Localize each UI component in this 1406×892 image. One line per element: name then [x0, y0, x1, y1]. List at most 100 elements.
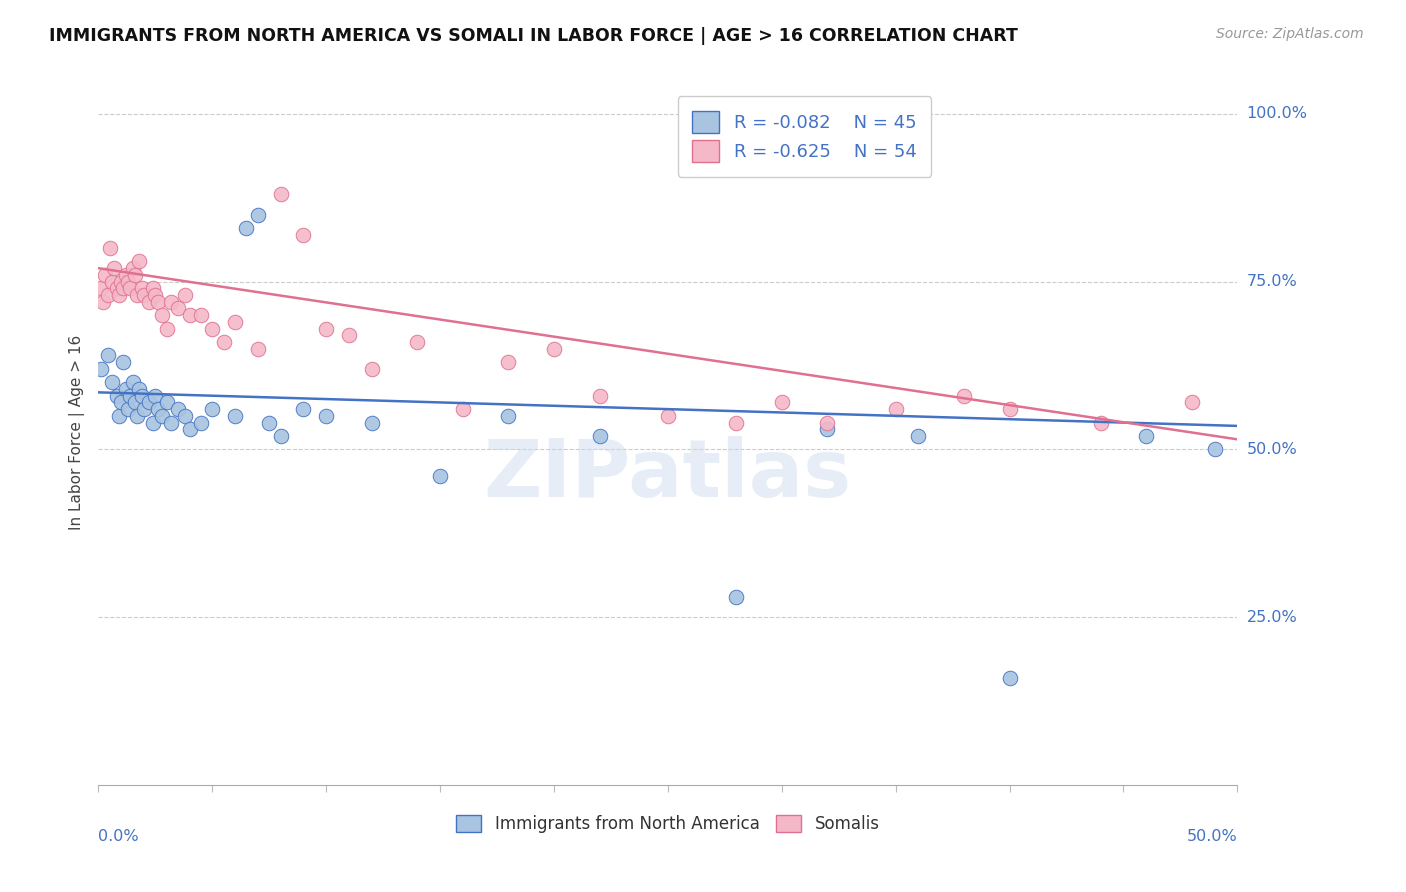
Point	[132, 288, 155, 302]
Point	[174, 409, 197, 423]
Point	[884, 402, 907, 417]
Point	[498, 409, 520, 423]
Point	[360, 362, 382, 376]
Point	[101, 275, 124, 289]
Point	[201, 402, 224, 417]
Text: IMMIGRANTS FROM NORTH AMERICA VS SOMALI IN LABOR FORCE | AGE > 16 CORRELATION CH: IMMIGRANTS FROM NORTH AMERICA VS SOMALI …	[49, 27, 1018, 45]
Point	[725, 416, 748, 430]
Point	[160, 416, 183, 430]
Text: 100.0%: 100.0%	[1246, 106, 1308, 121]
Point	[117, 402, 139, 417]
Point	[815, 416, 838, 430]
Point	[138, 395, 160, 409]
Point	[156, 321, 179, 335]
Point	[224, 409, 246, 423]
Point	[998, 402, 1021, 417]
Point	[120, 281, 142, 295]
Point	[1204, 442, 1226, 457]
Point	[1181, 395, 1204, 409]
Text: 25.0%: 25.0%	[1246, 609, 1298, 624]
Point	[128, 382, 150, 396]
Point	[145, 389, 167, 403]
Text: Source: ZipAtlas.com: Source: ZipAtlas.com	[1216, 27, 1364, 41]
Point	[160, 294, 183, 309]
Point	[190, 308, 212, 322]
Point	[117, 275, 139, 289]
Point	[96, 288, 118, 302]
Point	[110, 395, 132, 409]
Point	[96, 348, 118, 362]
Point	[815, 422, 838, 436]
Point	[725, 590, 748, 604]
Point	[1090, 416, 1112, 430]
Text: 75.0%: 75.0%	[1246, 274, 1298, 289]
Point	[121, 261, 143, 276]
Point	[770, 395, 793, 409]
Point	[588, 389, 610, 403]
Point	[146, 402, 169, 417]
Point	[451, 402, 474, 417]
Point	[657, 409, 679, 423]
Point	[131, 281, 153, 295]
Point	[292, 402, 315, 417]
Text: ZIPatlas: ZIPatlas	[484, 436, 852, 514]
Point	[498, 355, 520, 369]
Point	[90, 362, 112, 376]
Point	[246, 342, 269, 356]
Point	[121, 376, 143, 390]
Point	[270, 429, 292, 443]
Point	[124, 268, 146, 282]
Point	[114, 382, 136, 396]
Point	[292, 227, 315, 242]
Point	[406, 334, 429, 349]
Point	[246, 207, 269, 221]
Point	[105, 281, 128, 295]
Point	[156, 395, 179, 409]
Point	[101, 376, 124, 390]
Text: 50.0%: 50.0%	[1246, 442, 1298, 457]
Point	[212, 334, 235, 349]
Point	[201, 321, 224, 335]
Point	[907, 429, 929, 443]
Point	[124, 395, 146, 409]
Point	[98, 241, 121, 255]
Point	[167, 402, 190, 417]
Point	[315, 321, 337, 335]
Text: 0.0%: 0.0%	[98, 829, 139, 844]
Point	[179, 422, 201, 436]
Point	[190, 416, 212, 430]
Point	[142, 416, 165, 430]
Point	[90, 281, 112, 295]
Point	[94, 268, 117, 282]
Point	[588, 429, 610, 443]
Point	[127, 409, 149, 423]
Point	[105, 389, 128, 403]
Point	[429, 469, 451, 483]
Point	[145, 288, 167, 302]
Point	[174, 288, 197, 302]
Point	[953, 389, 976, 403]
Point	[150, 308, 173, 322]
Point	[138, 294, 160, 309]
Point	[142, 281, 165, 295]
Point	[235, 221, 257, 235]
Point	[112, 281, 135, 295]
Point	[998, 671, 1021, 685]
Point	[127, 288, 149, 302]
Point	[270, 187, 292, 202]
Point	[1135, 429, 1157, 443]
Point	[108, 409, 131, 423]
Point	[179, 308, 201, 322]
Point	[112, 355, 135, 369]
Y-axis label: In Labor Force | Age > 16: In Labor Force | Age > 16	[69, 335, 84, 530]
Text: 50.0%: 50.0%	[1187, 829, 1237, 844]
Point	[167, 301, 190, 316]
Legend: Immigrants from North America, Somalis: Immigrants from North America, Somalis	[450, 808, 886, 840]
Point	[120, 389, 142, 403]
Point	[224, 315, 246, 329]
Point	[259, 416, 281, 430]
Point	[315, 409, 337, 423]
Point	[360, 416, 382, 430]
Point	[108, 288, 131, 302]
Point	[150, 409, 173, 423]
